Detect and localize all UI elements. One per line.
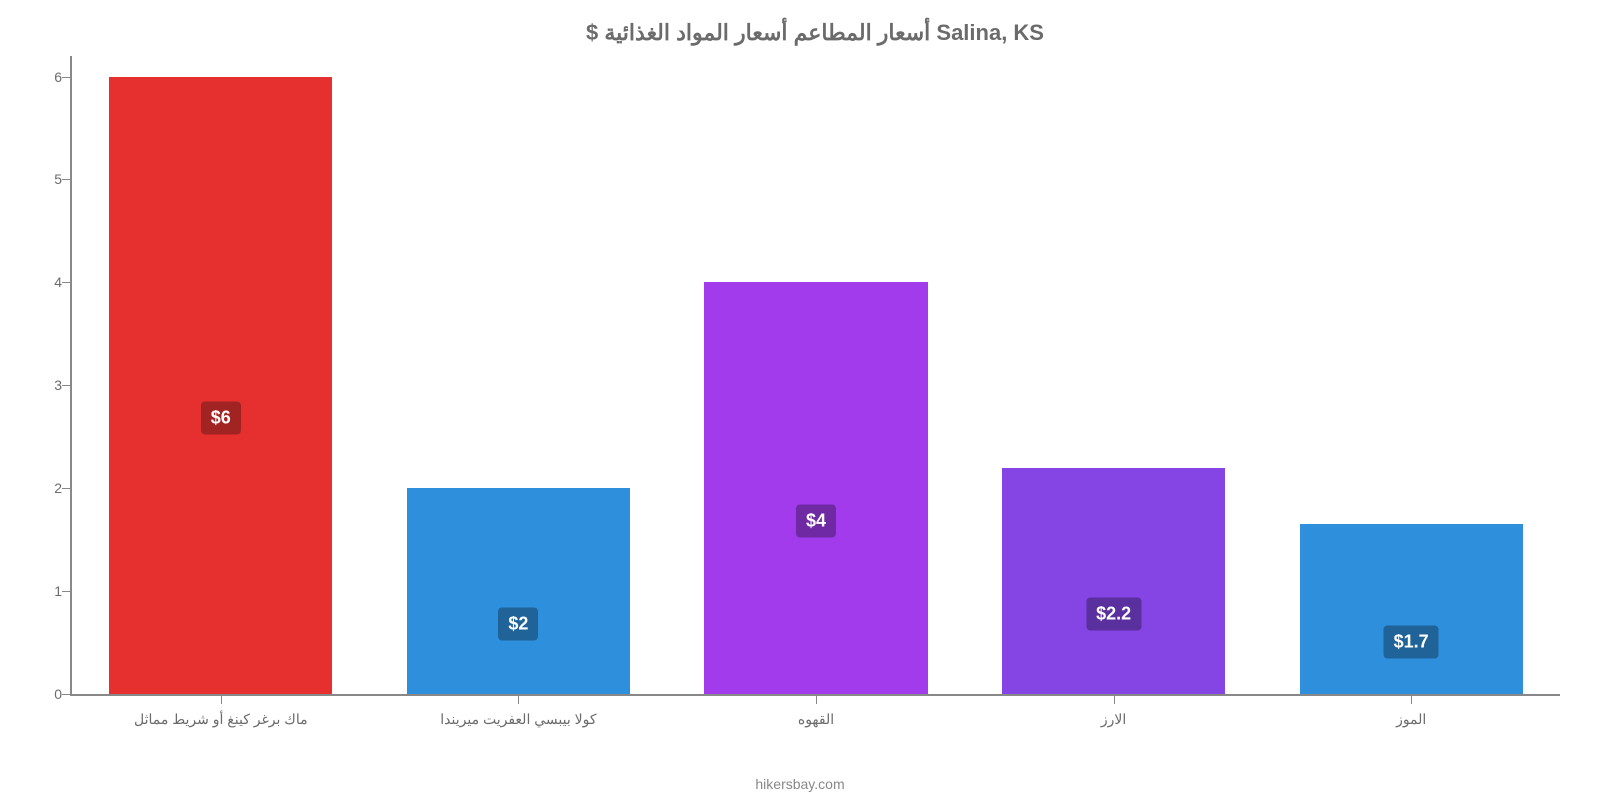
bar-value-badge: $1.7	[1384, 626, 1439, 659]
x-axis-label: القهوه	[798, 711, 834, 728]
chart-footer: hikersbay.com	[0, 776, 1600, 792]
x-axis-label: الموز	[1396, 711, 1426, 728]
plot-area: 0123456$6ماك برغر كينغ أو شريط مماثل$2كو…	[70, 56, 1560, 696]
bar-value-badge: $4	[796, 505, 836, 538]
y-axis-label: 1	[32, 583, 62, 599]
y-axis-label: 4	[32, 274, 62, 290]
y-tick	[62, 77, 72, 78]
y-axis-label: 2	[32, 480, 62, 496]
x-tick	[518, 694, 519, 704]
bar-value-badge: $2	[498, 608, 538, 641]
bar: $6	[109, 77, 332, 694]
bar-value-badge: $2.2	[1086, 597, 1141, 630]
y-axis-label: 5	[32, 171, 62, 187]
y-tick	[62, 488, 72, 489]
y-tick	[62, 591, 72, 592]
y-axis-label: 0	[32, 686, 62, 702]
y-axis-label: 6	[32, 69, 62, 85]
y-tick	[62, 694, 72, 695]
x-tick	[221, 694, 222, 704]
chart-title: Salina, KS أسعار المطاعم أسعار المواد ال…	[70, 20, 1560, 46]
x-tick	[1411, 694, 1412, 704]
bar-value-badge: $6	[201, 402, 241, 435]
bar: $4	[704, 282, 927, 694]
x-axis-label: كولا بيبسي العفريت ميريندا	[440, 711, 596, 728]
x-axis-label: الارز	[1101, 711, 1126, 728]
y-tick	[62, 385, 72, 386]
y-tick	[62, 282, 72, 283]
y-axis-label: 3	[32, 377, 62, 393]
bar: $2.2	[1002, 468, 1225, 694]
y-tick	[62, 179, 72, 180]
x-tick	[816, 694, 817, 704]
x-tick	[1114, 694, 1115, 704]
chart-container: Salina, KS أسعار المطاعم أسعار المواد ال…	[0, 0, 1600, 800]
bar: $1.7	[1300, 524, 1523, 694]
x-axis-label: ماك برغر كينغ أو شريط مماثل	[134, 711, 308, 728]
bar: $2	[407, 488, 630, 694]
